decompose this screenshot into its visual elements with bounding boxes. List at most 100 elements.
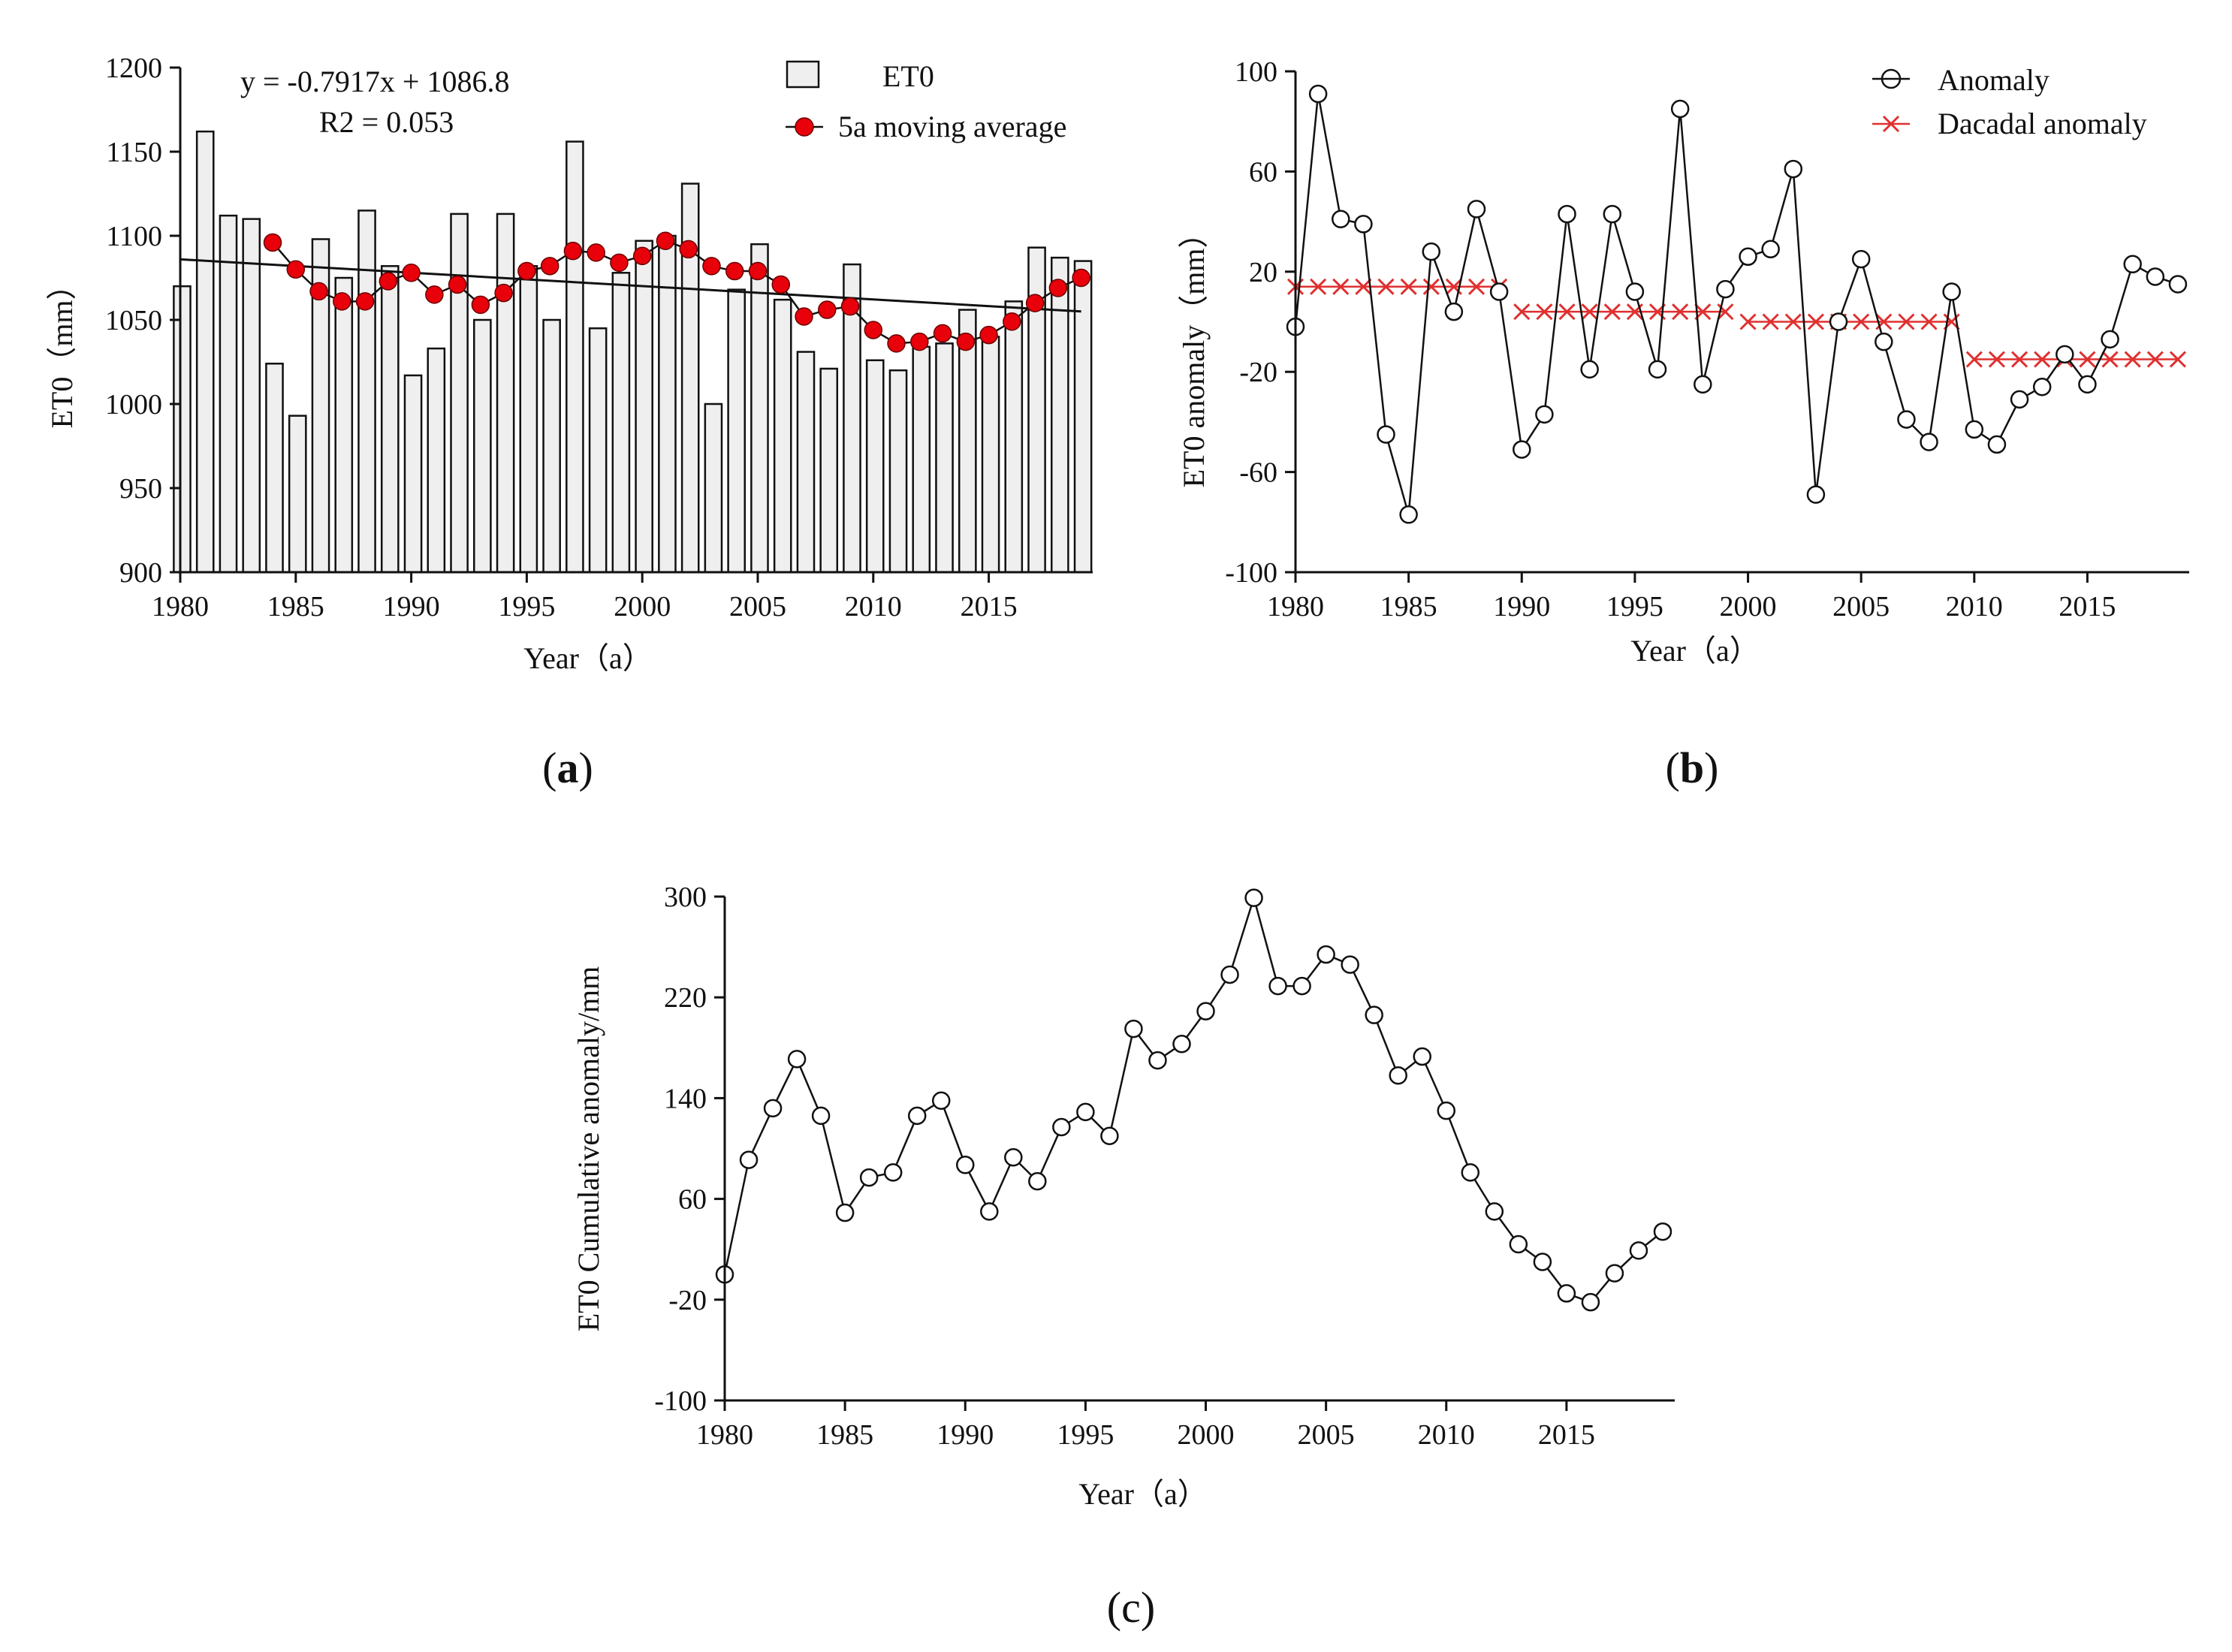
- c-x-axis-label: Year（a）: [1078, 1477, 1207, 1511]
- b-anomaly-point: [1739, 247, 1757, 267]
- b-anomaly-point: [1942, 282, 1961, 301]
- b-decadal-point: [1467, 278, 1485, 295]
- a-moving-average-point: [263, 233, 282, 252]
- a-legend-moving-average: 5a moving average: [838, 110, 1066, 143]
- b-anomaly-point: [2010, 390, 2029, 409]
- c-cumulative-point: [1196, 1002, 1215, 1020]
- a-moving-average-point: [355, 292, 375, 311]
- a-moving-average-point: [471, 295, 490, 315]
- a-et0-bar: [288, 415, 307, 574]
- a-bars: [173, 130, 1093, 574]
- b-anomaly-point: [1535, 405, 1554, 424]
- c-x-tick-label: 2015: [1538, 1419, 1595, 1451]
- b-tick-labels: -100 -60 -20 20 60 100 1980 1985 1990 1995 2000 200…: [1225, 56, 2116, 623]
- c-cumulative-point: [1004, 1147, 1023, 1167]
- a-moving-average-point: [864, 321, 883, 339]
- b-anomaly-point: [1875, 332, 1893, 351]
- c-x-tick-label: 1980: [696, 1419, 753, 1451]
- a-et0-bar: [542, 318, 561, 574]
- b-decadal-point: [1310, 278, 1327, 295]
- b-anomaly-point: [1806, 485, 1826, 504]
- c-cumulative-point: [1485, 1202, 1504, 1221]
- a-r-squared: R2 = 0.053: [319, 105, 454, 139]
- a-et0-bar: [704, 402, 723, 574]
- a-moving-average-point: [563, 241, 583, 261]
- b-anomaly-point: [2032, 377, 2052, 396]
- c-x-tick-label: 2010: [1418, 1419, 1475, 1451]
- c-cumulative-point: [811, 1106, 831, 1126]
- c-cumulative-point: [1605, 1264, 1624, 1283]
- a-equation: y = -0.7917x + 1086.8: [240, 65, 509, 98]
- a-et0-bar: [403, 374, 423, 574]
- panel-a-chart: 900 950 1000 1050 1100 1150 1200 1980 1985 1990 19…: [45, 53, 1093, 792]
- b-decadal-point: [2079, 351, 2096, 368]
- b-y-tick-label: -60: [1239, 457, 1277, 489]
- b-decadal-point: [1558, 303, 1576, 321]
- a-et0-bar: [519, 265, 538, 574]
- b-panel-label: (b): [1666, 743, 1719, 792]
- a-moving-average-point: [309, 282, 328, 301]
- a-y-tick-label: 1200: [105, 53, 162, 84]
- a-et0-bar: [865, 359, 885, 574]
- b-legend-decadal-anomaly: Dacadal anomaly: [1938, 107, 2147, 140]
- b-anomaly-point: [1965, 420, 1984, 439]
- b-axes: [1285, 70, 2189, 583]
- b-decadal-point: [1332, 278, 1350, 295]
- b-decadal-point: [1536, 303, 1553, 321]
- a-et0-bar: [611, 272, 631, 574]
- b-series: [1286, 84, 2188, 524]
- a-moving-average-point: [956, 332, 976, 351]
- b-y-axis-label: ET0 anomaly（mm）: [1177, 219, 1211, 488]
- b-anomaly-point: [1694, 375, 1712, 394]
- a-et0-bar: [173, 285, 192, 574]
- c-cumulative-point: [1052, 1117, 1071, 1137]
- a-moving-average-point: [771, 275, 790, 294]
- c-cumulative-point: [1365, 1005, 1383, 1024]
- b-decadal-point: [1898, 313, 1915, 330]
- a-et0-bar: [334, 276, 354, 574]
- b-y-tick-label: 100: [1235, 56, 1277, 88]
- a-x-tick-label: 1985: [267, 591, 324, 623]
- b-decadal-point: [1920, 313, 1938, 330]
- a-moving-average-point: [448, 275, 467, 294]
- b-anomaly-point: [1716, 279, 1735, 299]
- a-et0-bar: [935, 342, 954, 574]
- b-x-tick-label: 1990: [1493, 591, 1550, 623]
- b-decadal-point: [1739, 313, 1757, 330]
- c-x-tick-label: 1995: [1057, 1419, 1114, 1451]
- panel-b-chart: -100 -60 -20 20 60 100 1980 1985 1990 1995 2000 200…: [1177, 56, 2189, 792]
- c-y-tick-label: -20: [668, 1285, 707, 1316]
- a-moving-average-point: [818, 300, 837, 319]
- a-moving-average-point: [979, 325, 998, 345]
- c-x-tick-label: 1985: [816, 1419, 873, 1451]
- b-decadal-point: [2169, 351, 2187, 368]
- a-moving-average-point: [748, 261, 768, 281]
- a-moving-average-group: [263, 231, 1090, 353]
- a-moving-average-point: [840, 297, 860, 316]
- b-anomaly-point: [1851, 249, 1871, 269]
- b-anomaly-point: [2101, 330, 2119, 349]
- c-cumulative-point: [1437, 1101, 1456, 1120]
- a-moving-average-point: [1025, 294, 1045, 312]
- a-moving-average-point: [887, 334, 906, 353]
- b-anomaly-point: [2056, 345, 2074, 364]
- c-tick-labels: -100 -20 60 140 220 300 1980 1985 1990 1995 2000 20…: [654, 882, 1595, 1451]
- b-anomaly-point: [1354, 215, 1373, 234]
- b-anomaly-point: [1920, 433, 1938, 451]
- a-et0-bar: [773, 298, 792, 574]
- a-et0-bar: [496, 213, 515, 574]
- b-decadal-point: [1603, 303, 1621, 321]
- c-cumulative-point: [1557, 1284, 1576, 1303]
- b-anomaly-point: [1399, 505, 1418, 524]
- b-decadal-point: [1513, 303, 1531, 321]
- a-moving-average-point: [702, 257, 721, 276]
- b-anomaly-point: [1603, 204, 1622, 224]
- b-anomaly-point: [1513, 440, 1531, 459]
- a-x-tick-label: 1990: [383, 591, 440, 623]
- c-cumulative-point: [1341, 955, 1359, 974]
- b-x-tick-label: 2010: [1946, 591, 2003, 623]
- a-y-axis-label: ET0（mm）: [45, 270, 79, 428]
- b-x-axis-label: Year（a）: [1630, 634, 1759, 668]
- a-moving-average-point: [1048, 279, 1068, 297]
- b-decadal-point: [1400, 278, 1417, 295]
